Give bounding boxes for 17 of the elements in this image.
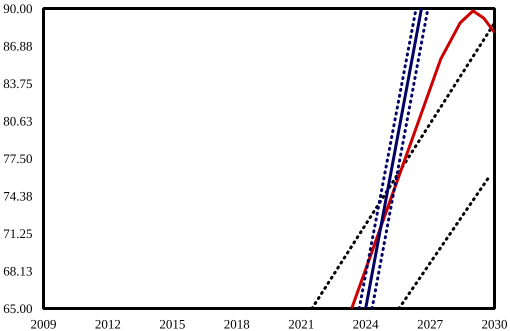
y-tick-label: 77.50 — [3, 151, 32, 166]
x-tick-label: 2027 — [417, 316, 444, 331]
x-tick-label: 2009 — [30, 316, 56, 331]
y-tick-label: 74.38 — [3, 188, 32, 204]
y-tick-label: 65.00 — [3, 301, 32, 316]
x-tick-label: 2018 — [224, 316, 250, 331]
y-tick-label: 83.75 — [3, 76, 32, 91]
y-tick-label: 68.13 — [3, 264, 32, 278]
y-tick-label: 80.63 — [3, 114, 32, 128]
x-tick-label: 2012 — [94, 316, 121, 331]
y-tick-label: 86.88 — [3, 38, 32, 54]
y-tick-label: 71.25 — [3, 226, 32, 241]
x-tick-label: 2030 — [482, 316, 508, 331]
x-tick-label: 2021 — [288, 316, 314, 331]
x-tick-label: 2024 — [352, 316, 380, 331]
x-tick-label: 2015 — [159, 316, 186, 331]
y-tick-label: 90.00 — [3, 1, 32, 16]
